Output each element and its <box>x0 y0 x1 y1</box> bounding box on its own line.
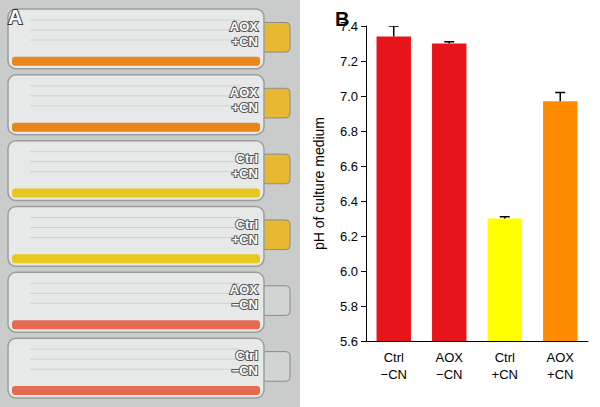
svg-text:Ctrl−CN: Ctrl−CN <box>232 348 258 378</box>
svg-text:6.0: 6.0 <box>340 264 358 279</box>
svg-text:6.8: 6.8 <box>340 124 358 139</box>
svg-text:+CN: +CN <box>547 367 573 382</box>
svg-text:AOX+CN: AOX+CN <box>230 85 259 115</box>
svg-text:6.6: 6.6 <box>340 159 358 174</box>
svg-text:AOX+CN: AOX+CN <box>230 19 259 49</box>
svg-text:AOX−CN: AOX−CN <box>230 282 259 312</box>
svg-text:Ctrl+CN: Ctrl+CN <box>232 217 258 247</box>
svg-text:B: B <box>335 8 349 30</box>
svg-text:7.2: 7.2 <box>340 54 358 69</box>
svg-text:−CN: −CN <box>436 367 462 382</box>
svg-text:7.0: 7.0 <box>340 89 358 104</box>
svg-text:+CN: +CN <box>492 367 518 382</box>
svg-text:AOX: AOX <box>436 350 464 365</box>
svg-text:Ctrl+CN: Ctrl+CN <box>232 151 258 181</box>
svg-text:6.4: 6.4 <box>340 194 358 209</box>
svg-text:5.6: 5.6 <box>340 334 358 349</box>
svg-text:pH of culture medium: pH of culture medium <box>311 117 327 250</box>
svg-text:−CN: −CN <box>381 367 407 382</box>
svg-text:Ctrl: Ctrl <box>495 350 515 365</box>
svg-text:5.8: 5.8 <box>340 299 358 314</box>
svg-text:Ctrl: Ctrl <box>384 350 404 365</box>
svg-text:6.2: 6.2 <box>340 229 358 244</box>
svg-text:AOX: AOX <box>547 350 575 365</box>
svg-text:A: A <box>8 6 22 28</box>
